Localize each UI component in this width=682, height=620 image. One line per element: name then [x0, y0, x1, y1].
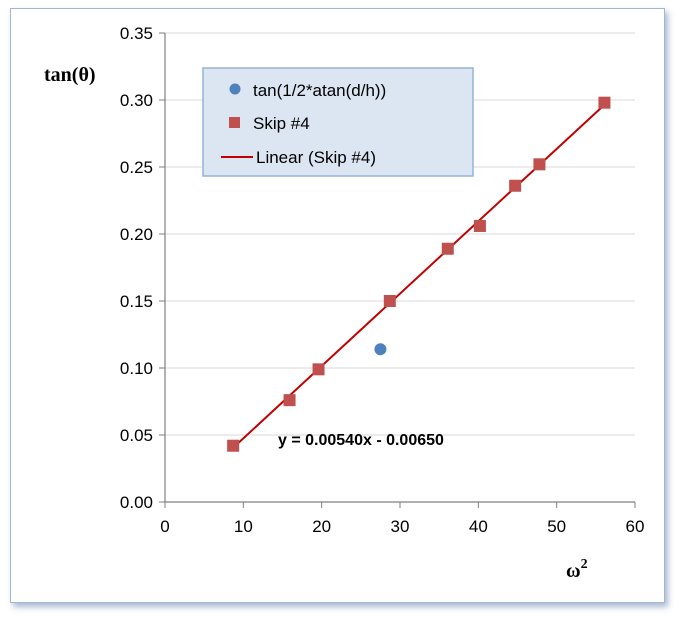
data-point-square: [312, 363, 325, 376]
legend-marker-square: [229, 117, 240, 128]
tick-labels: 0.00 0.05 0.10 0.15 0.20 0.25 0.30 0.35 0 10 20 30 4…: [120, 24, 645, 536]
y-axis-title: tan(θ): [44, 64, 96, 86]
x-tick-label: 20: [312, 517, 331, 536]
x-axis-title: ω2: [566, 557, 588, 582]
data-point-square: [509, 179, 522, 192]
y-tick-label: 0.25: [120, 158, 153, 177]
data-point-square: [227, 439, 240, 452]
x-axis-title-base: ω: [566, 560, 581, 582]
data-point-circle: [374, 343, 387, 356]
x-tick-label: 50: [547, 517, 566, 536]
y-tick-label: 0.10: [120, 359, 153, 378]
y-tick-label: 0.05: [120, 426, 153, 445]
data-point-square: [598, 96, 611, 109]
data-point-square: [441, 242, 454, 255]
y-tick-label: 0.00: [120, 493, 153, 512]
y-tick-label: 0.35: [120, 24, 153, 43]
y-tick-label: 0.30: [120, 91, 153, 110]
x-tick-label: 60: [626, 517, 645, 536]
x-tick-label: 40: [469, 517, 488, 536]
legend-label-series-2: Skip #4: [253, 114, 310, 133]
data-point-square: [383, 295, 396, 307]
trendline-equation: y = 0.00540x - 0.00650: [278, 432, 444, 449]
y-tick-label: 0.20: [120, 225, 153, 244]
x-tick-label: 0: [160, 517, 169, 536]
axes: [159, 32, 636, 508]
data-point-square: [283, 394, 296, 407]
chart-frame: 0.00 0.05 0.10 0.15 0.20 0.25 0.30 0.35 0 10 20 30 4…: [10, 8, 665, 603]
x-tick-label: 10: [234, 517, 253, 536]
legend: tan(1/2*atan(d/h)) Skip #4 Linear (Skip …: [202, 67, 474, 177]
data-point-square: [533, 158, 546, 171]
scatter-chart: 0.00 0.05 0.10 0.15 0.20 0.25 0.30 0.35 0 10 20 30 4…: [44, 24, 645, 582]
legend-marker-circle: [229, 83, 241, 95]
legend-label-trendline: Linear (Skip #4): [256, 148, 376, 167]
x-tick-label: 30: [391, 517, 410, 536]
x-axis-title-superscript: 2: [581, 557, 588, 572]
data-point-square: [473, 219, 486, 232]
y-tick-label: 0.15: [120, 292, 153, 311]
legend-label-series-1: tan(1/2*atan(d/h)): [253, 81, 386, 100]
data-points: [227, 96, 611, 452]
